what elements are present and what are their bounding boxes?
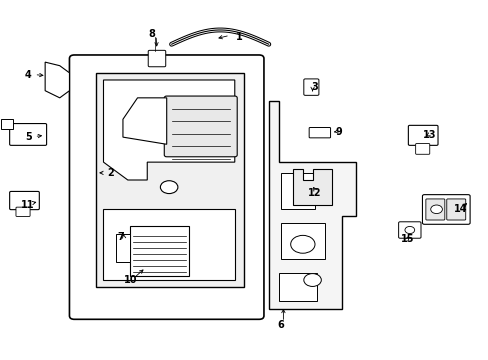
Text: 9: 9: [335, 127, 342, 137]
FancyBboxPatch shape: [10, 192, 39, 210]
Text: 3: 3: [311, 82, 318, 92]
Bar: [130, 226, 188, 276]
FancyBboxPatch shape: [407, 125, 437, 145]
Text: 7: 7: [117, 232, 123, 242]
Text: 2: 2: [107, 168, 114, 178]
FancyBboxPatch shape: [415, 144, 429, 154]
Text: 4: 4: [25, 69, 31, 80]
Text: 15: 15: [400, 234, 413, 244]
FancyBboxPatch shape: [1, 119, 13, 129]
Text: 13: 13: [422, 130, 435, 140]
Text: 6: 6: [277, 320, 284, 330]
PathPatch shape: [45, 62, 69, 98]
Text: 5: 5: [25, 132, 31, 142]
Circle shape: [160, 181, 178, 194]
Text: 11: 11: [21, 200, 35, 210]
Bar: [278, 273, 317, 301]
Circle shape: [430, 205, 442, 213]
Text: 12: 12: [307, 188, 321, 198]
Circle shape: [404, 226, 414, 234]
Text: 8: 8: [148, 28, 155, 39]
Text: 10: 10: [123, 275, 137, 285]
FancyBboxPatch shape: [398, 222, 420, 238]
Circle shape: [303, 274, 321, 287]
PathPatch shape: [96, 73, 244, 287]
FancyBboxPatch shape: [16, 207, 30, 216]
FancyBboxPatch shape: [69, 55, 264, 319]
Circle shape: [290, 235, 314, 253]
Bar: [281, 173, 314, 208]
FancyBboxPatch shape: [422, 195, 469, 224]
PathPatch shape: [103, 208, 234, 280]
FancyBboxPatch shape: [148, 50, 165, 67]
FancyBboxPatch shape: [10, 123, 46, 145]
FancyBboxPatch shape: [308, 127, 330, 138]
FancyBboxPatch shape: [303, 79, 318, 95]
FancyBboxPatch shape: [164, 96, 237, 157]
Text: 14: 14: [453, 203, 467, 213]
PathPatch shape: [103, 80, 234, 180]
PathPatch shape: [116, 234, 130, 262]
PathPatch shape: [122, 98, 166, 144]
FancyBboxPatch shape: [446, 199, 465, 220]
PathPatch shape: [292, 169, 331, 205]
PathPatch shape: [268, 102, 356, 309]
FancyBboxPatch shape: [425, 199, 444, 220]
Text: 1: 1: [236, 32, 243, 42]
Bar: [281, 223, 324, 258]
